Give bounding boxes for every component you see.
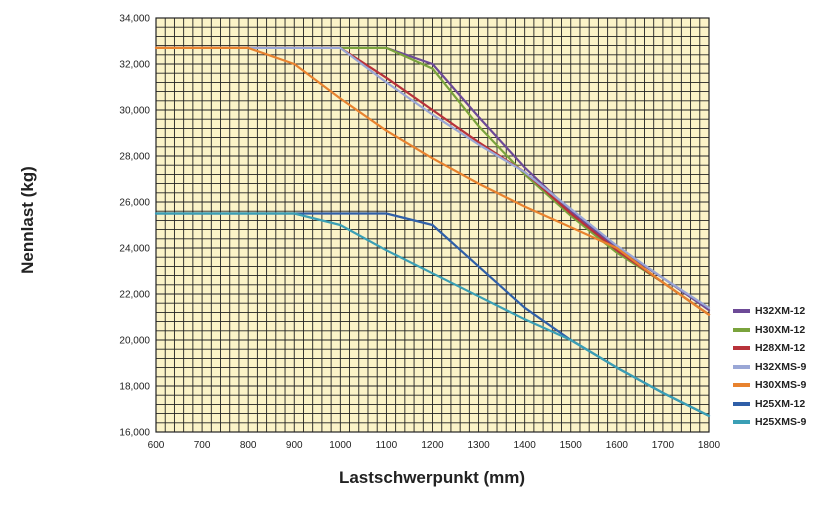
legend-item: H30XMS-9 <box>733 376 823 395</box>
legend-swatch <box>733 420 750 425</box>
x-tick-label: 900 <box>286 440 303 451</box>
legend-item: H32XMS-9 <box>733 358 823 377</box>
y-tick-label: 26,000 <box>119 198 150 209</box>
x-tick-label: 1700 <box>652 440 675 451</box>
y-axis-title: Nennlast (kg) <box>18 166 37 274</box>
legend-label: H25XMS-9 <box>755 416 807 429</box>
x-tick-label: 1800 <box>698 440 721 451</box>
legend-item: H28XM-12 <box>733 339 823 358</box>
legend-item: H25XMS-9 <box>733 413 823 432</box>
x-tick-label: 1400 <box>514 440 537 451</box>
legend-label: H32XMS-9 <box>755 360 807 373</box>
series-line-h25xms-9 <box>154 212 711 417</box>
legend-label: H30XM-12 <box>755 323 806 336</box>
legend-swatch <box>733 346 750 351</box>
x-axis-title: Lastschwerpunkt (mm) <box>338 468 526 487</box>
x-tick-label: 1000 <box>329 440 352 451</box>
y-tick-label: 20,000 <box>119 336 150 347</box>
x-tick-label: 1500 <box>560 440 583 451</box>
series-line-h32xms-9 <box>154 46 711 309</box>
x-tick-label: 1300 <box>467 440 490 451</box>
y-tick-label: 22,000 <box>119 290 150 301</box>
y-tick-label: 24,000 <box>119 244 150 255</box>
x-tick-label: 700 <box>194 440 211 451</box>
y-tick-label: 34,000 <box>119 14 150 25</box>
legend: H32XM-12 H30XM-12 H28XM-12 H32XMS-9 H30XMS-9… <box>733 302 823 432</box>
plot-frame <box>155 17 710 433</box>
y-tick-label: 28,000 <box>119 152 150 163</box>
y-tick-label: 30,000 <box>119 106 150 117</box>
legend-label: H32XM-12 <box>755 305 806 318</box>
y-tick-label: 16,000 <box>119 428 150 439</box>
y-tick-label: 32,000 <box>119 60 150 71</box>
x-tick-label: 600 <box>148 440 165 451</box>
series-line-h30xms-9 <box>154 46 711 316</box>
legend-swatch <box>733 383 750 388</box>
legend-label: H30XMS-9 <box>755 379 807 392</box>
legend-item: H30XM-12 <box>733 321 823 340</box>
legend-swatch <box>733 309 750 314</box>
legend-swatch <box>733 327 750 332</box>
y-axis-title-wrapper: Nennlast (kg) <box>8 120 48 320</box>
legend-item: H32XM-12 <box>733 302 823 321</box>
legend-item: H25XM-12 <box>733 395 823 414</box>
legend-swatch <box>733 364 750 369</box>
legend-label: H25XM-12 <box>755 397 806 410</box>
x-tick-label: 800 <box>240 440 257 451</box>
x-tick-label: 1100 <box>376 440 398 451</box>
x-tick-label: 1200 <box>421 440 444 451</box>
legend-swatch <box>733 401 750 406</box>
x-tick-label: 1600 <box>606 440 629 451</box>
y-tick-label: 18,000 <box>119 382 150 393</box>
legend-label: H28XM-12 <box>755 342 806 355</box>
